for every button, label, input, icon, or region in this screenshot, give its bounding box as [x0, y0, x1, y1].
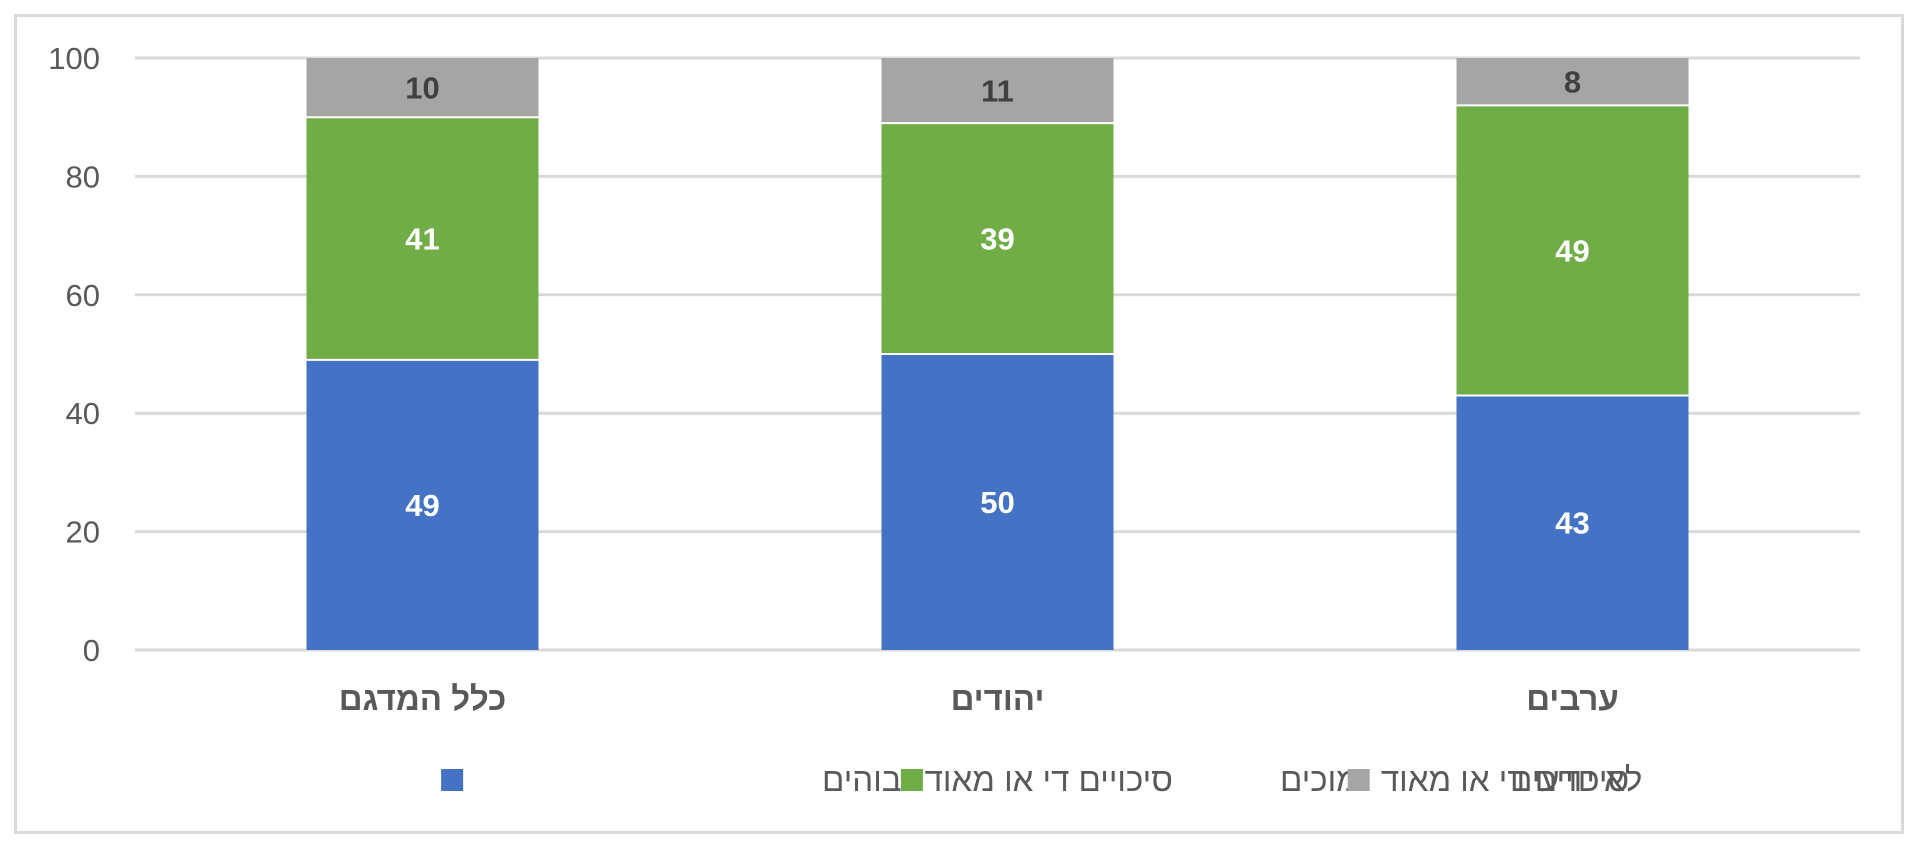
data-label: 10: [405, 71, 439, 106]
bar-segment: [306, 359, 539, 650]
data-label: 49: [1555, 233, 1589, 268]
x-category-label: יהודים: [951, 680, 1045, 717]
y-tick-label: 80: [66, 159, 100, 194]
bar-segment: [1456, 105, 1689, 396]
legend: סיכויים די או מאוד גבוהים סיכויים די או מ…: [441, 761, 1642, 798]
y-tick-label: 20: [66, 515, 100, 550]
bar-segment: [881, 58, 1114, 124]
x-category-label: כלל המדגם: [339, 680, 507, 717]
bar-segment: [306, 117, 539, 360]
legend-swatch: [1347, 769, 1370, 791]
y-tick-label: 40: [66, 396, 100, 431]
data-label: 49: [405, 488, 439, 523]
y-tick-label: 60: [66, 278, 100, 313]
x-category-label: ערבים: [1526, 680, 1619, 717]
legend-item: סיכויים די או מאוד נמוכים: [900, 761, 1629, 798]
legend-item: לא יודעים: [1347, 761, 1642, 798]
bar-segment: [1456, 58, 1689, 106]
legend-label: לא יודעים: [1510, 761, 1642, 798]
legend-label: סיכויים די או מאוד גבוהים: [822, 761, 1173, 798]
legend-swatch: [900, 769, 923, 791]
bar-segment: [1456, 395, 1689, 650]
legend-item: סיכויים די או מאוד גבוהים: [441, 761, 1173, 798]
data-label: 50: [980, 485, 1014, 520]
y-tick-label: 100: [48, 41, 100, 76]
data-label: 43: [1555, 506, 1589, 541]
y-axis-ticks: 0 20 40 60 80 100: [48, 41, 100, 668]
y-tick-label: 0: [83, 633, 100, 668]
data-label: 41: [405, 222, 439, 257]
x-axis-categories: כלל המדגם יהודים ערבים: [339, 680, 1619, 717]
legend-label: סיכויים די או מאוד נמוכים: [1280, 761, 1629, 798]
bar-segment: [306, 58, 539, 118]
data-label: 11: [981, 74, 1014, 109]
legend-swatch: [441, 769, 464, 791]
data-label: 39: [980, 222, 1014, 257]
bars: 49 41 10 50 39 11 43 49 8: [306, 58, 1689, 650]
bar-segment: [881, 354, 1114, 650]
data-label: 8: [1564, 65, 1581, 100]
bar-segment: [881, 123, 1114, 355]
